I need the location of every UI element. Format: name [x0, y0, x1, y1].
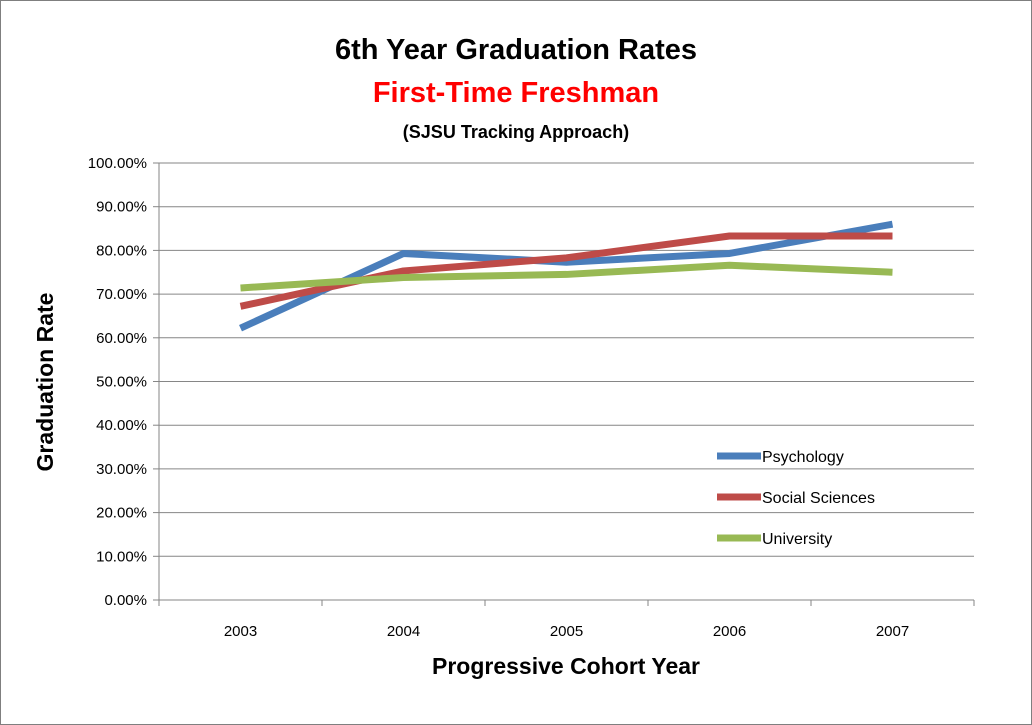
- series-lines: [239, 220, 894, 332]
- y-tick-label: 60.00%: [96, 330, 147, 347]
- x-tick-labels: 2003 2004 2005 2006 2007: [224, 623, 909, 640]
- y-tick-label: 20.00%: [96, 505, 147, 522]
- y-tick-label: 80.00%: [96, 242, 147, 259]
- x-tick-label: 2006: [713, 623, 746, 640]
- legend: Psychology Social Sciences University: [717, 449, 875, 548]
- y-tick-label: 0.00%: [104, 592, 147, 609]
- y-axis-label: Graduation Rate: [32, 293, 58, 472]
- chart-title: 6th Year Graduation Rates: [335, 34, 697, 66]
- x-tick-label: 2004: [387, 623, 420, 640]
- y-tick-label: 100.00%: [88, 155, 147, 172]
- series-line-university: [240, 261, 893, 292]
- y-tick-label: 40.00%: [96, 417, 147, 434]
- y-tick-labels: 0.00% 10.00% 20.00% 30.00% 40.00% 50.00% 60.00…: [88, 155, 147, 609]
- legend-label: Social Sciences: [762, 490, 875, 507]
- legend-label: Psychology: [762, 449, 844, 466]
- x-tick-label: 2005: [550, 623, 583, 640]
- y-tick-label: 30.00%: [96, 461, 147, 478]
- y-tick-label: 90.00%: [96, 199, 147, 216]
- x-tick-label: 2007: [876, 623, 909, 640]
- x-axis-label: Progressive Cohort Year: [432, 653, 700, 679]
- legend-label: University: [762, 531, 832, 548]
- axes: [153, 162, 975, 606]
- x-tick-label: 2003: [224, 623, 257, 640]
- chart-subtitle-note: (SJSU Tracking Approach): [403, 122, 629, 142]
- y-tick-label: 70.00%: [96, 286, 147, 303]
- chart-subtitle: First-Time Freshman: [373, 77, 659, 109]
- y-tick-label: 50.00%: [96, 374, 147, 391]
- y-tick-label: 10.00%: [96, 548, 147, 565]
